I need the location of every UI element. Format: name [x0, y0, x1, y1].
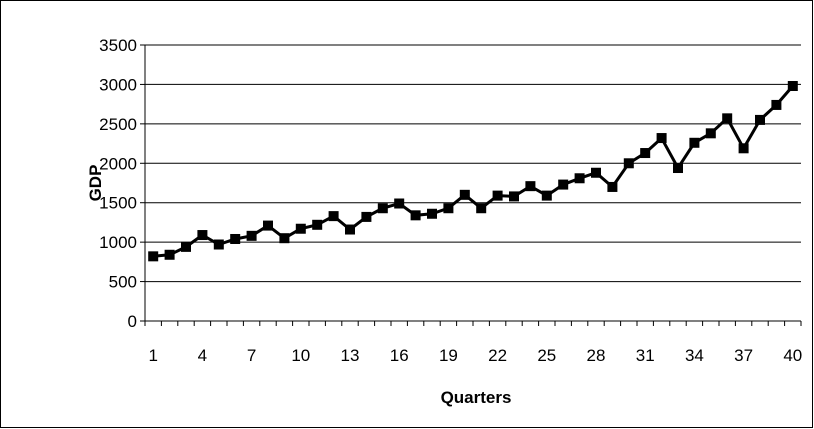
x-tick-label: 37 — [734, 346, 753, 365]
data-point — [476, 203, 487, 214]
data-point — [427, 208, 437, 219]
data-point — [689, 137, 700, 148]
x-tick-label: 16 — [390, 346, 409, 365]
data-point — [197, 230, 208, 241]
y-axis-title: GDP — [86, 165, 105, 202]
y-tick-label: 2500 — [99, 115, 137, 134]
series-line — [153, 85, 794, 258]
data-point — [738, 143, 749, 154]
data-point — [230, 233, 241, 244]
data-point — [295, 223, 306, 234]
data-point — [541, 190, 552, 201]
x-tick-label: 19 — [439, 346, 458, 365]
axes — [140, 44, 802, 326]
data-point — [279, 233, 290, 244]
data-point — [459, 189, 470, 200]
data-point — [263, 220, 273, 231]
y-tick-label: 2000 — [99, 154, 137, 173]
data-point — [181, 241, 191, 252]
x-tick-label: 25 — [537, 346, 556, 365]
y-tick-label: 1500 — [99, 194, 137, 213]
data-point — [328, 211, 339, 222]
data-point — [591, 167, 601, 178]
data-point — [213, 239, 224, 250]
x-tick-label: 31 — [636, 346, 655, 365]
x-tick-label: 22 — [488, 346, 507, 365]
x-axis-title: Quarters — [441, 388, 512, 407]
x-tick-label: 7 — [247, 346, 256, 365]
data-point — [492, 190, 503, 201]
data-point — [377, 203, 388, 214]
data-point — [509, 191, 519, 202]
data-point — [410, 210, 421, 221]
x-tick-label: 10 — [291, 346, 310, 365]
data-point — [558, 179, 569, 190]
x-tick-label: 34 — [685, 346, 704, 365]
series-layer — [148, 81, 798, 262]
y-tick-label: 3500 — [99, 36, 137, 55]
data-point — [164, 249, 175, 260]
data-point — [640, 148, 651, 159]
x-tick-label: 40 — [783, 346, 802, 365]
data-point — [623, 158, 634, 169]
data-point — [787, 81, 798, 92]
x-tick-label: 1 — [148, 346, 157, 365]
data-point — [394, 198, 405, 209]
x-tick-label: 13 — [341, 346, 360, 365]
y-tick-label: 0 — [128, 312, 137, 331]
data-point — [722, 113, 733, 124]
data-point — [673, 163, 683, 174]
data-point — [312, 219, 323, 230]
data-point — [525, 181, 536, 192]
data-point — [771, 99, 782, 110]
data-point — [705, 128, 716, 139]
y-tick-label: 3000 — [99, 75, 137, 94]
data-point — [246, 230, 257, 241]
x-tick-label: 4 — [198, 346, 207, 365]
data-point — [443, 203, 454, 214]
y-tick-label: 500 — [109, 273, 137, 292]
x-tick-label: 28 — [587, 346, 606, 365]
data-point — [148, 251, 159, 262]
data-point — [361, 211, 372, 222]
data-point — [656, 133, 667, 144]
data-point — [574, 173, 585, 184]
gridlines — [145, 44, 801, 283]
y-tick-label: 1000 — [99, 233, 137, 252]
tick-labels: 0 500 1000 1500 2000 2500 3000 3500 1 4 7 10 13 16 19 2… — [99, 36, 802, 365]
data-point — [755, 114, 765, 125]
data-point — [345, 224, 355, 235]
data-point — [607, 181, 618, 192]
